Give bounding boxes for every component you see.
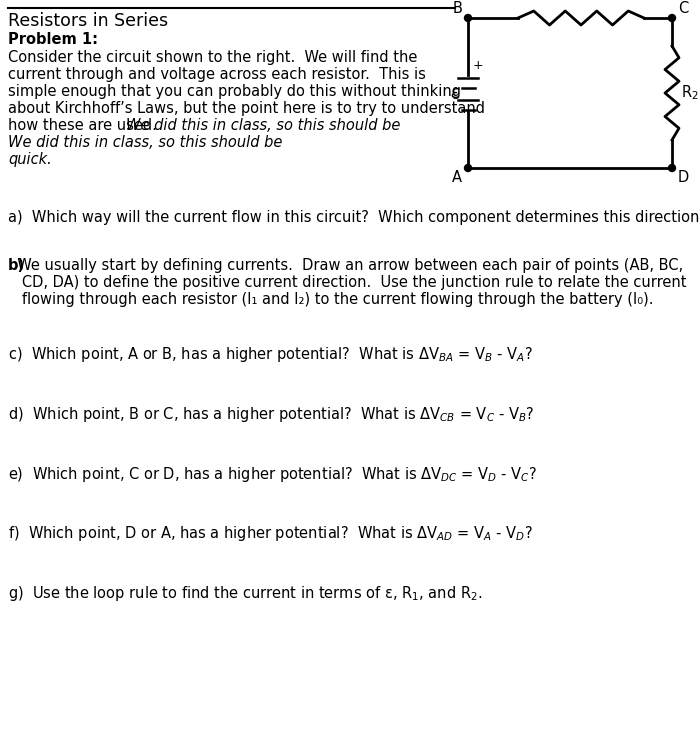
Text: R$_1$: R$_1$ [561, 0, 579, 2]
Circle shape [668, 165, 676, 171]
Text: CD, DA) to define the positive current direction.  Use the junction rule to rela: CD, DA) to define the positive current d… [8, 275, 687, 290]
Text: We did this in class, so this should be: We did this in class, so this should be [8, 135, 282, 150]
Text: We did this in class, so this should be: We did this in class, so this should be [126, 118, 400, 133]
Text: $\varepsilon$: $\varepsilon$ [449, 84, 460, 102]
Text: flowing through each resistor (I₁ and I₂) to the current flowing through the bat: flowing through each resistor (I₁ and I₂… [8, 292, 654, 307]
Text: d)  Which point, B or C, has a higher potential?  What is ΔV$_{CB}$ = V$_C$ - V$: d) Which point, B or C, has a higher pot… [8, 405, 535, 424]
Text: c)  Which point, A or B, has a higher potential?  What is ΔV$_{BA}$ = V$_B$ - V$: c) Which point, A or B, has a higher pot… [8, 345, 533, 364]
Text: A: A [452, 170, 462, 185]
Text: f)  Which point, D or A, has a higher potential?  What is ΔV$_{AD}$ = V$_A$ - V$: f) Which point, D or A, has a higher pot… [8, 524, 533, 543]
Text: current through and voltage across each resistor.  This is: current through and voltage across each … [8, 67, 426, 82]
Text: g)  Use the loop rule to find the current in terms of ε, R$_1$, and R$_2$.: g) Use the loop rule to find the current… [8, 584, 482, 603]
Text: Consider the circuit shown to the right.  We will find the: Consider the circuit shown to the right.… [8, 50, 417, 65]
Text: B: B [452, 1, 462, 16]
Text: +: + [473, 59, 484, 72]
Text: We usually start by defining currents.  Draw an arrow between each pair of point: We usually start by defining currents. D… [8, 258, 683, 273]
Text: how these are used.: how these are used. [8, 118, 166, 133]
Text: simple enough that you can probably do this without thinking: simple enough that you can probably do t… [8, 84, 461, 99]
Circle shape [465, 165, 472, 171]
Text: quick.: quick. [8, 152, 52, 167]
Text: C: C [678, 1, 688, 16]
Text: b): b) [8, 258, 25, 273]
Text: R$_2$: R$_2$ [681, 83, 699, 102]
Circle shape [668, 15, 676, 21]
Text: Resistors in Series: Resistors in Series [8, 12, 168, 30]
Text: D: D [678, 170, 690, 185]
Text: e)  Which point, C or D, has a higher potential?  What is ΔV$_{DC}$ = V$_D$ - V$: e) Which point, C or D, has a higher pot… [8, 465, 537, 484]
Text: about Kirchhoff’s Laws, but the point here is to try to understand: about Kirchhoff’s Laws, but the point he… [8, 101, 485, 116]
Text: Problem 1:: Problem 1: [8, 32, 98, 47]
Text: a)  Which way will the current flow in this circuit?  Which component determines: a) Which way will the current flow in th… [8, 210, 700, 225]
Circle shape [465, 15, 472, 21]
